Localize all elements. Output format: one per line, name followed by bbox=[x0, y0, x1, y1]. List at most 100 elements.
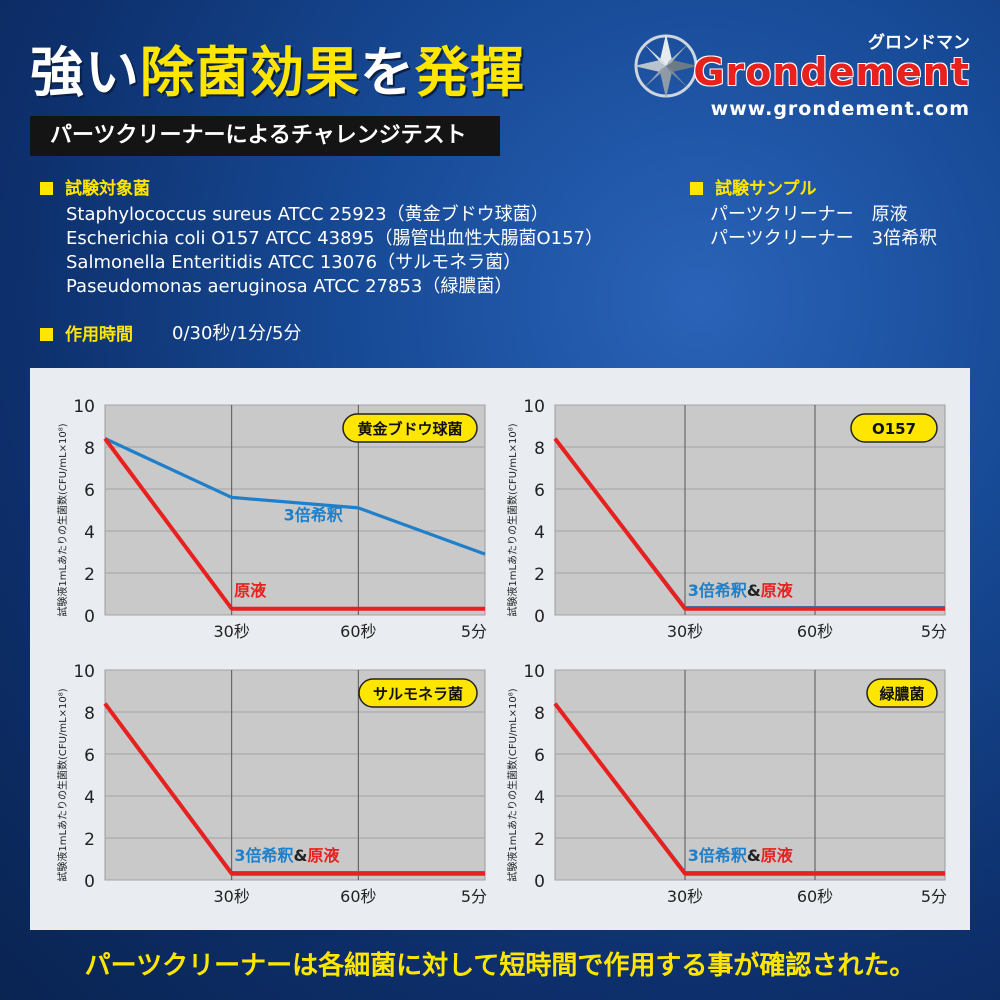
y-axis-label: 試験液1mLあたりの生菌数(CFU/mL×10⁸) bbox=[56, 423, 69, 616]
x-tick-label: 60秒 bbox=[340, 622, 376, 641]
y-tick-label: 4 bbox=[534, 523, 545, 543]
y-tick-label: 8 bbox=[534, 704, 545, 724]
y-tick-label: 6 bbox=[84, 481, 95, 501]
y-tick-label: 4 bbox=[84, 523, 95, 543]
x-tick-label: 30秒 bbox=[213, 622, 249, 641]
bacteria-item: Staphylococcus sureus ATCC 25923（黄金ブドウ球菌… bbox=[66, 204, 549, 225]
x-tick-label: 5分 bbox=[461, 887, 487, 906]
chart-staphylococcus: 0 2 4 6 8 10 30秒 60秒 5分 試験液1mLあたりの生菌数(CFU/mL×10⁸)… bbox=[56, 397, 487, 641]
bacteria-item: Paseudomonas aeruginosa ATCC 27853（緑膿菌） bbox=[66, 276, 513, 297]
bacteria-heading-label: 試験対象菌 bbox=[65, 179, 150, 199]
title-part-2: を bbox=[360, 41, 415, 104]
series-label: 原液 bbox=[234, 581, 267, 600]
y-tick-label: 8 bbox=[84, 704, 95, 724]
y-tick-label: 4 bbox=[84, 788, 95, 808]
yellow-square-icon bbox=[40, 328, 53, 341]
x-tick-label: 60秒 bbox=[340, 887, 376, 906]
logo-url: www.grondement.com bbox=[710, 98, 970, 120]
y-tick-label: 2 bbox=[534, 830, 545, 850]
chart-salmonella: 0 2 4 6 8 10 30秒 60秒 5分 試験液1mLあたりの生菌数(CFU/mL×10⁸)… bbox=[56, 662, 487, 906]
x-tick-label: 60秒 bbox=[797, 622, 833, 641]
bacteria-badge bbox=[358, 678, 478, 708]
bacteria-badge-label: O157 bbox=[872, 420, 916, 438]
logo-kana: グロンドマン bbox=[868, 33, 970, 53]
bacteria-badge-label: 緑膿菌 bbox=[879, 685, 924, 703]
bacteria-badge-label: 黄金ブドウ球菌 bbox=[357, 420, 462, 438]
samples-heading: 試験サンプル bbox=[690, 174, 817, 199]
series-label: 3倍希釈&原液 bbox=[688, 846, 794, 865]
x-tick-label: 60秒 bbox=[797, 887, 833, 906]
bacteria-badge bbox=[342, 413, 478, 443]
x-tick-label: 30秒 bbox=[213, 887, 249, 906]
series-label-part: & bbox=[747, 581, 761, 600]
x-tick-label: 5分 bbox=[921, 622, 947, 641]
series-label-part: & bbox=[294, 846, 308, 865]
logo-brand: Grondement bbox=[693, 50, 970, 94]
y-tick-label: 8 bbox=[84, 439, 95, 459]
series-line-diluted bbox=[104, 437, 486, 556]
bacteria-item: Salmonella Enteritidis ATCC 13076（サルモネラ菌… bbox=[66, 252, 522, 273]
y-tick-label: 4 bbox=[534, 788, 545, 808]
bacteria-heading: 試験対象菌 bbox=[40, 174, 150, 199]
page-title: 強い除菌効果を発揮 bbox=[30, 28, 525, 107]
x-tick-label: 5分 bbox=[461, 622, 487, 641]
samples-list: パーツクリーナー 原液 パーツクリーナー 3倍希釈 bbox=[710, 203, 937, 251]
bacteria-item: Escherichia coli O157 ATCC 43895（腸管出血性大腸… bbox=[66, 228, 603, 249]
y-axis-label: 試験液1mLあたりの生菌数(CFU/mL×10⁸) bbox=[506, 423, 519, 616]
series-label-part: 原液 bbox=[761, 581, 794, 600]
y-tick-label: 6 bbox=[534, 481, 545, 501]
yellow-square-icon bbox=[690, 182, 703, 195]
y-tick-label: 8 bbox=[534, 439, 545, 459]
x-tick-label: 5分 bbox=[921, 887, 947, 906]
chart-pseudomonas: 0 2 4 6 8 10 30秒 60秒 5分 試験液1mLあたりの生菌数(CFU/mL×10⁸)… bbox=[506, 662, 947, 906]
bacteria-badge bbox=[850, 413, 938, 443]
chart-o157: 0 2 4 6 8 10 30秒 60秒 5分 試験液1mLあたりの生菌数(CFU/mL×10⁸)… bbox=[506, 397, 947, 641]
y-axis-label: 試験液1mLあたりの生菌数(CFU/mL×10⁸) bbox=[56, 688, 69, 881]
series-label-part: 3倍希釈 bbox=[688, 846, 748, 865]
y-tick-label: 0 bbox=[534, 872, 545, 892]
y-tick-label: 10 bbox=[73, 662, 95, 682]
y-tick-label: 2 bbox=[84, 565, 95, 585]
y-tick-label: 6 bbox=[534, 746, 545, 766]
series-label-part: 3倍希釈 bbox=[234, 846, 294, 865]
series-label-part: 原液 bbox=[761, 846, 794, 865]
sample-item: パーツクリーナー 3倍希釈 bbox=[710, 228, 938, 249]
series-line-undiluted bbox=[103, 437, 485, 611]
brand-logo: グロンドマン Grondement www.grondement.com bbox=[630, 28, 970, 120]
x-tick-label: 30秒 bbox=[667, 622, 703, 641]
y-tick-label: 6 bbox=[84, 746, 95, 766]
y-tick-label: 2 bbox=[84, 830, 95, 850]
samples-heading-label: 試験サンプル bbox=[715, 179, 817, 199]
sample-item: パーツクリーナー 原液 bbox=[710, 204, 908, 225]
yellow-square-icon bbox=[40, 182, 53, 195]
title-highlight: 除菌効果 bbox=[140, 41, 360, 104]
series-label-part: & bbox=[747, 846, 761, 865]
compass-logo-icon bbox=[634, 34, 698, 98]
time-heading-label: 作用時間 bbox=[65, 325, 133, 345]
title-part-3: 発揮 bbox=[415, 41, 525, 104]
title-part-1: 強い bbox=[30, 41, 140, 104]
x-tick-label: 30秒 bbox=[667, 887, 703, 906]
y-tick-label: 10 bbox=[523, 397, 545, 417]
series-line-undiluted bbox=[553, 437, 945, 611]
y-tick-label: 0 bbox=[84, 872, 95, 892]
series-line-undiluted bbox=[553, 702, 945, 876]
y-tick-label: 0 bbox=[84, 607, 95, 627]
y-tick-label: 2 bbox=[534, 565, 545, 585]
subtitle-bar: パーツクリーナーによるチャレンジテスト bbox=[30, 116, 500, 156]
bacteria-badge-label: サルモネラ菌 bbox=[373, 685, 463, 703]
conclusion-text: パーツクリーナーは各細菌に対して短時間で作用する事が確認された。 bbox=[84, 951, 916, 981]
series-label: 3倍希釈&原液 bbox=[234, 846, 340, 865]
series-label: 3倍希釈&原液 bbox=[688, 581, 794, 600]
series-line-undiluted bbox=[103, 702, 485, 876]
series-label-part: 原液 bbox=[307, 846, 340, 865]
time-value: 0/30秒/1分/5分 bbox=[172, 323, 302, 344]
y-tick-label: 10 bbox=[523, 662, 545, 682]
series-label-part: 3倍希釈 bbox=[688, 581, 748, 600]
y-tick-label: 10 bbox=[73, 397, 95, 417]
y-axis-label: 試験液1mLあたりの生菌数(CFU/mL×10⁸) bbox=[506, 688, 519, 881]
bacteria-badge bbox=[866, 678, 938, 708]
series-label: 3倍希釈 bbox=[284, 506, 344, 525]
bacteria-list: Staphylococcus sureus ATCC 25923（黄金ブドウ球菌… bbox=[66, 203, 603, 299]
y-tick-label: 0 bbox=[534, 607, 545, 627]
